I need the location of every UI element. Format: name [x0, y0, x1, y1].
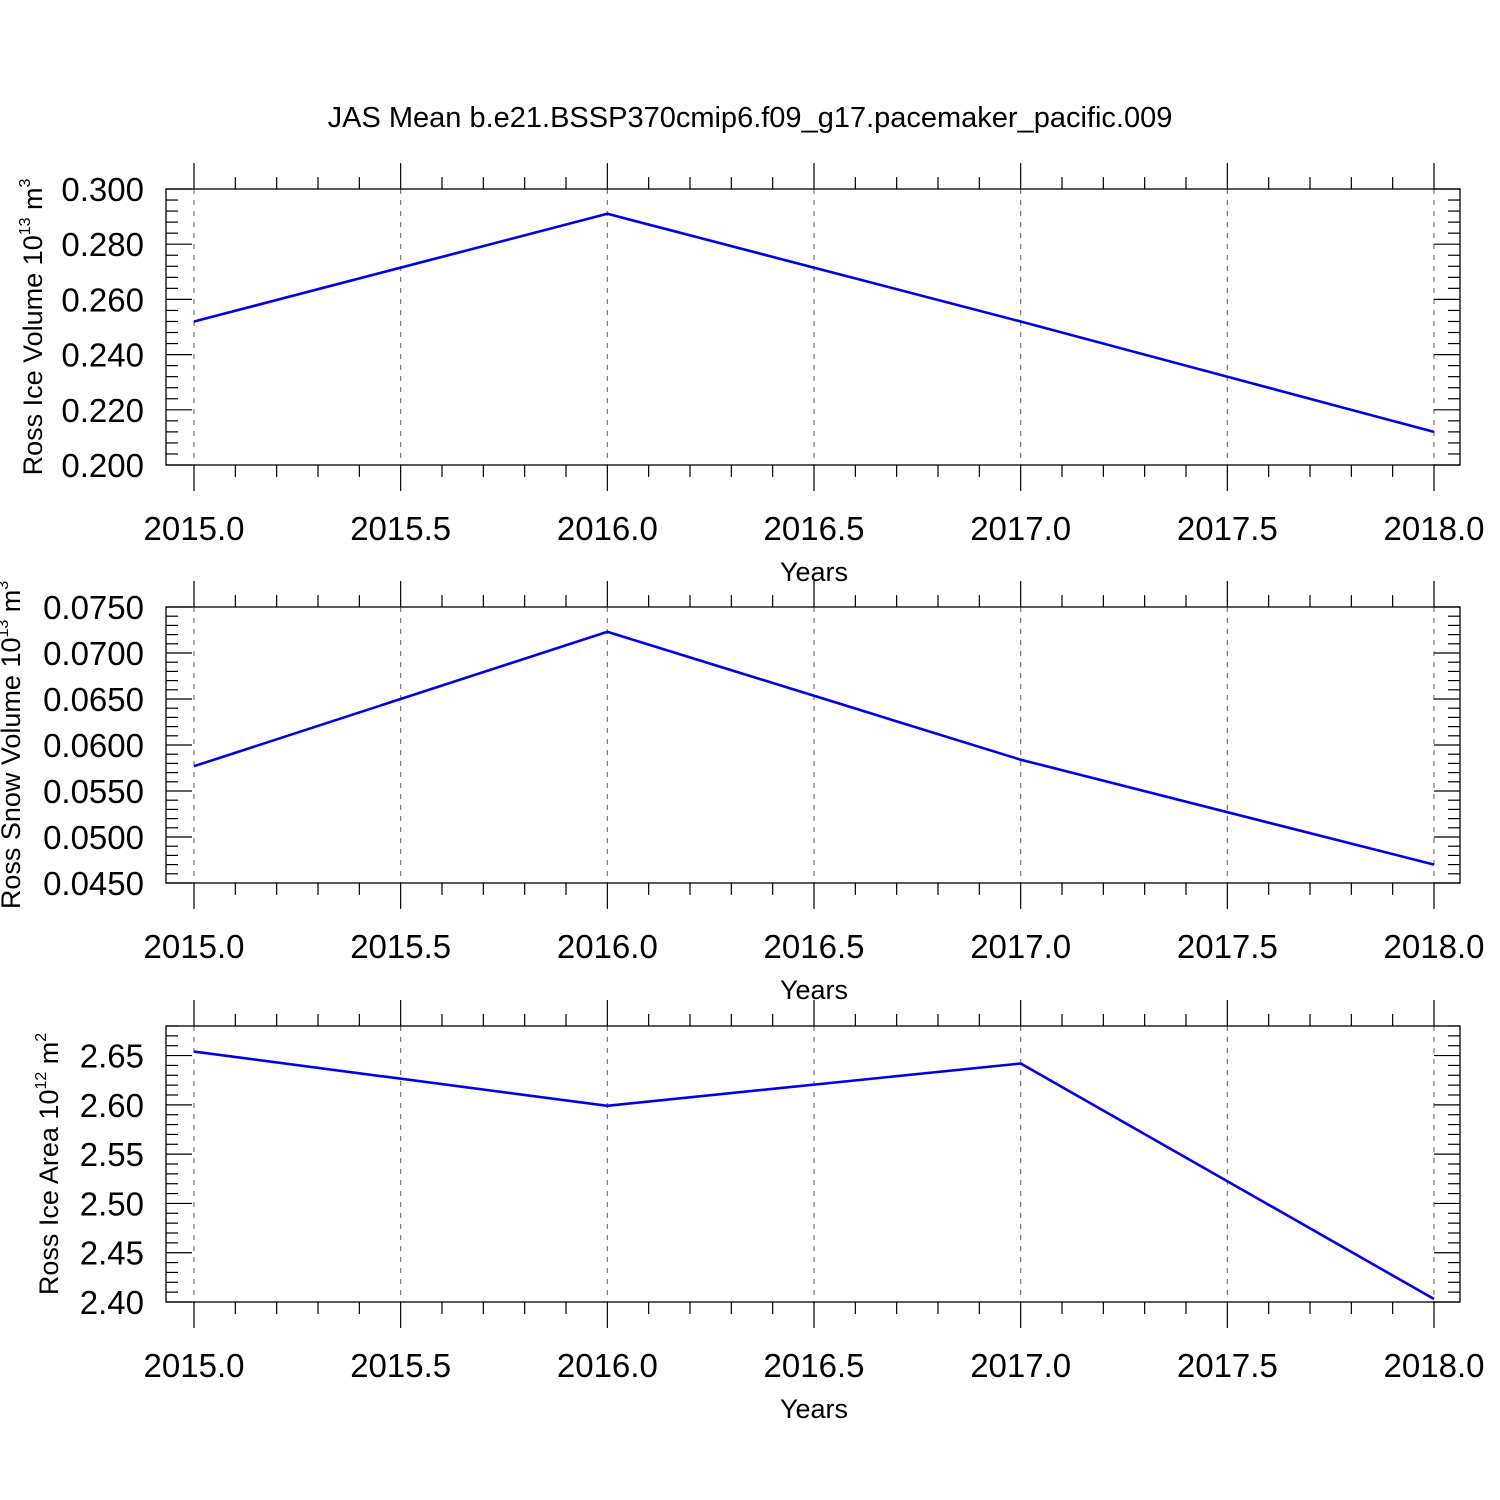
x-tick-label: 2017.0	[970, 1347, 1071, 1384]
y-tick-label: 0.0600	[43, 727, 144, 764]
y-tick-label: 2.55	[80, 1136, 144, 1173]
panels: 2015.0 2015.5 2016.0 2016.5 2017.0 2017.5 2018…	[0, 163, 1484, 1424]
x-tick-label: 2016.5	[764, 928, 865, 965]
x-tick-label: 2015.5	[350, 510, 451, 547]
x-tick-label: 2015.0	[144, 928, 245, 965]
y-tick-label: 0.260	[61, 281, 144, 318]
panel-1: 2015.0 2015.5 2016.0 2016.5 2017.0 2017.5 2018…	[17, 163, 1484, 587]
y-axis-label: Ross Ice Volume 1013 m3	[17, 178, 48, 475]
y-tick-label: 0.0650	[43, 681, 144, 718]
x-tick-label: 2017.5	[1177, 928, 1278, 965]
x-tick-label: 2018.0	[1384, 928, 1485, 965]
y-tick-label: 0.0450	[43, 865, 144, 902]
chart-title: JAS Mean b.e21.BSSP370cmip6.f09_g17.pace…	[328, 102, 1173, 134]
x-tick-label: 2018.0	[1384, 510, 1485, 547]
x-tick-label: 2016.0	[557, 1347, 658, 1384]
plot-frame	[165, 188, 1461, 466]
y-tick-label: 2.65	[80, 1038, 144, 1075]
x-tick-label: 2018.0	[1384, 1347, 1485, 1384]
y-tick-label: 2.50	[80, 1185, 144, 1222]
x-tick-label: 2015.5	[350, 1347, 451, 1384]
plot-frame	[165, 606, 1461, 884]
y-axis-label: Ross Ice Area 1012 m2	[33, 1033, 64, 1295]
series-line	[193, 212, 1435, 434]
panel-3: 2015.0 2015.5 2016.0 2016.5 2017.0 2017.5 2018…	[33, 1000, 1484, 1424]
y-tick-label: 2.60	[80, 1087, 144, 1124]
y-tick-label: 0.0700	[43, 635, 144, 672]
x-tick-label: 2016.5	[764, 1347, 865, 1384]
y-tick-label: 0.200	[61, 447, 144, 484]
y-tick-label: 0.0750	[43, 589, 144, 626]
x-tick-label: 2017.0	[970, 928, 1071, 965]
plot-frame	[165, 1025, 1461, 1303]
y-tick-label: 0.240	[61, 337, 144, 374]
x-tick-label: 2017.0	[970, 510, 1071, 547]
x-tick-label: 2017.5	[1177, 1347, 1278, 1384]
series-line	[193, 1050, 1435, 1301]
y-tick-label: 0.0550	[43, 773, 144, 810]
panel-2: 2015.0 2015.5 2016.0 2016.5 2017.0 2017.5 2018…	[0, 581, 1484, 1005]
y-tick-label: 2.45	[80, 1235, 144, 1272]
y-tick-label: 0.220	[61, 392, 144, 429]
y-tick-label: 0.300	[61, 171, 144, 208]
x-tick-label: 2015.0	[144, 1347, 245, 1384]
series-line	[193, 630, 1435, 866]
x-tick-label: 2017.5	[1177, 510, 1278, 547]
y-axis-label: Ross Snow Volume 1013 m3	[0, 581, 26, 909]
x-tick-label: 2016.0	[557, 928, 658, 965]
x-axis-label: Years	[780, 1394, 848, 1424]
x-tick-label: 2016.5	[764, 510, 865, 547]
x-tick-label: 2015.0	[144, 510, 245, 547]
x-tick-label: 2015.5	[350, 928, 451, 965]
x-tick-label: 2016.0	[557, 510, 658, 547]
y-tick-label: 0.280	[61, 226, 144, 263]
y-tick-label: 2.40	[80, 1284, 144, 1321]
y-tick-label: 0.0500	[43, 819, 144, 856]
